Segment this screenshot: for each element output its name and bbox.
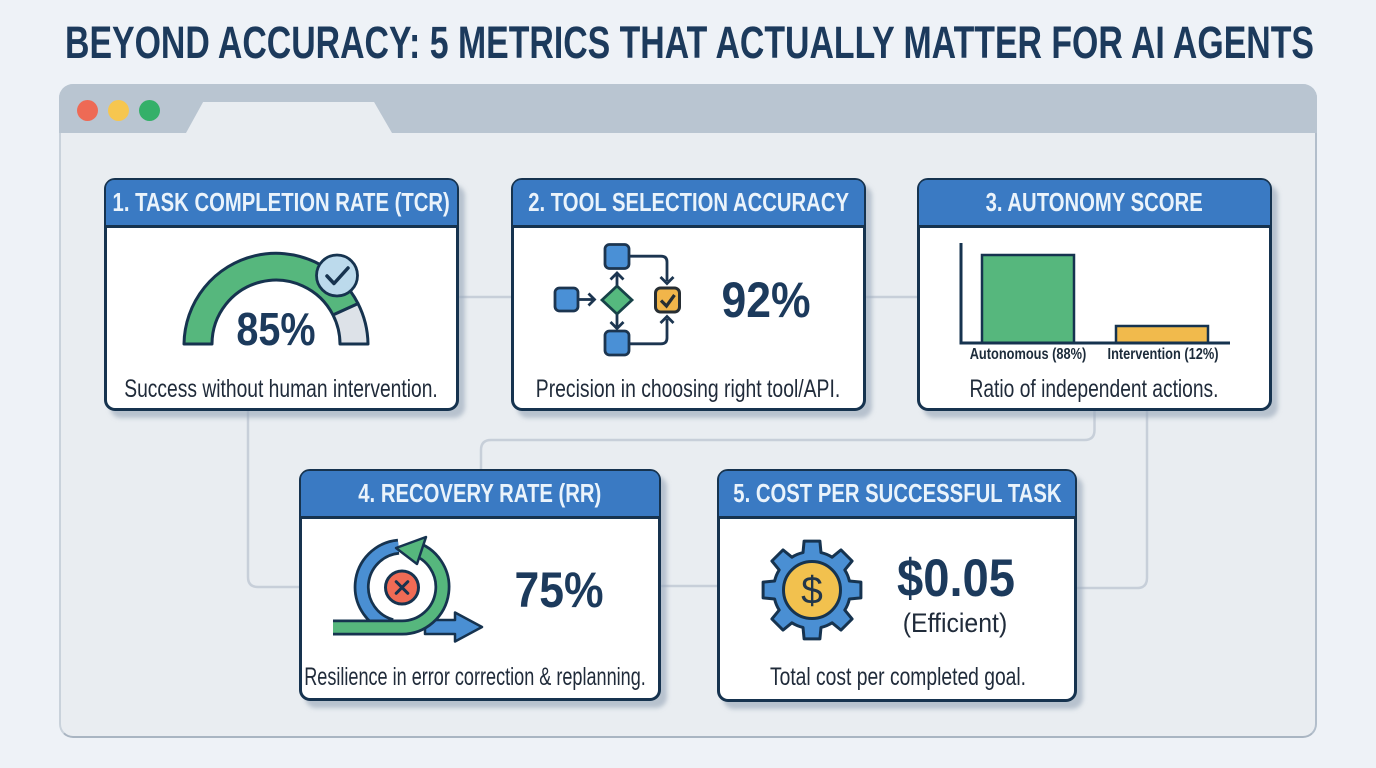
svg-text:$: $ (801, 570, 823, 613)
